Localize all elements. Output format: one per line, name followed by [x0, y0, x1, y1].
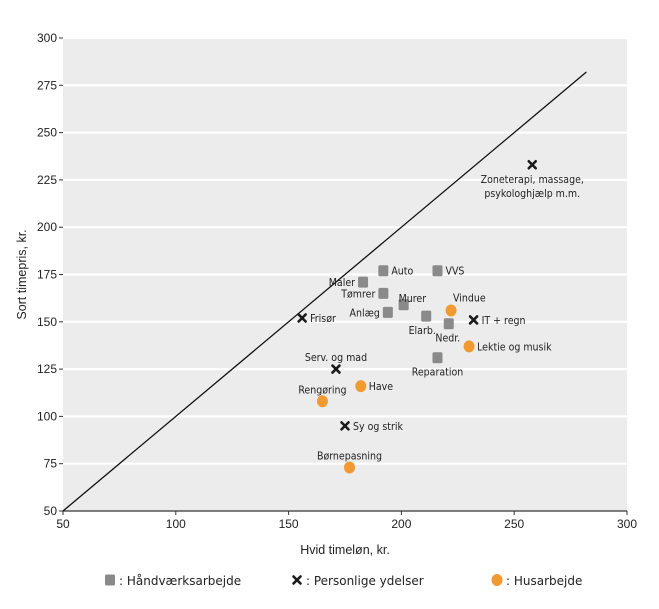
- x-tick-label: 100: [166, 517, 186, 531]
- legend: : Håndværksarbejde : Personlige ydelser : …: [105, 574, 582, 588]
- legend-label: : Husarbejde: [506, 574, 582, 588]
- data-point: [378, 287, 389, 299]
- data-point: [468, 315, 479, 325]
- data-point: [378, 265, 389, 277]
- point-label: Maler: [329, 277, 355, 289]
- point-label: Have: [369, 381, 393, 393]
- data-point: [527, 159, 538, 170]
- data-point: [358, 276, 369, 288]
- legend-item: : Husarbejde: [491, 574, 582, 588]
- x-tick-label: 150: [279, 517, 299, 531]
- data-point: [432, 352, 443, 364]
- x-axis-title: Hvid timeløn, kr.: [300, 543, 390, 557]
- point-label: Sy og strik: [353, 421, 403, 433]
- y-tick-label: 125: [37, 362, 57, 376]
- x-tick-label: 300: [617, 517, 637, 531]
- data-point: [382, 306, 393, 318]
- data-point: [340, 421, 350, 431]
- point-label: Nedr.: [435, 333, 460, 345]
- y-tick-label: 50: [44, 504, 58, 518]
- data-point: [443, 318, 454, 330]
- grid-lines: [63, 36, 627, 465]
- reference-diagonal-line: [62, 71, 587, 512]
- legend-marker: [292, 575, 302, 585]
- point-label: Reparation: [412, 367, 463, 379]
- point-label: Tømrer: [340, 288, 375, 300]
- x-axis: 50 100 150 200 250 300: [56, 510, 637, 531]
- point-label: Auto: [391, 266, 413, 278]
- data-point: [344, 461, 356, 474]
- x-tick-label: 50: [56, 517, 70, 531]
- point-label: VVS: [445, 266, 464, 278]
- series-cross: Zoneterapi, massage, psykologhjælp m.m. Fr…: [297, 159, 584, 433]
- legend-marker: [105, 574, 115, 586]
- x-tick-label: 250: [504, 517, 524, 531]
- point-label: Anlæg: [350, 307, 380, 319]
- point-label: Vindue: [453, 292, 486, 304]
- y-tick-label: 300: [37, 31, 57, 45]
- data-point: [331, 364, 341, 374]
- point-label: Lektie og musik: [477, 341, 552, 353]
- y-tick-label: 275: [37, 78, 57, 92]
- legend-item: : Personlige ydelser: [292, 574, 424, 588]
- x-tick-label: 200: [391, 517, 411, 531]
- point-label: Murer: [399, 293, 427, 305]
- data-point: [316, 395, 328, 408]
- data-point: [463, 340, 475, 353]
- point-label: Rengøring: [298, 384, 346, 396]
- point-label: psykologhjælp m.m.: [484, 188, 580, 200]
- y-tick-label: 100: [37, 409, 57, 423]
- legend-label: : Håndværksarbejde: [119, 574, 241, 588]
- data-point: [421, 310, 432, 322]
- y-axis-title: Sort timepris, kr.: [15, 229, 29, 319]
- point-label: Børnepasning: [317, 450, 382, 462]
- data-point: [355, 380, 367, 393]
- y-tick-label: 75: [44, 457, 58, 471]
- y-tick-label: 200: [37, 220, 57, 234]
- y-tick-label: 175: [37, 268, 57, 282]
- point-label: Elarb.: [409, 325, 436, 337]
- point-label: Frisør: [310, 313, 336, 325]
- data-point: [398, 299, 409, 311]
- legend-marker: [491, 574, 503, 586]
- point-label: Serv. og mad: [305, 352, 367, 364]
- y-axis: 50 75 100 125 150 175 200 225 250 275 300: [37, 31, 63, 518]
- series-circle: Vindue Lektie og musik Have Rengøring Børnep…: [298, 292, 552, 474]
- legend-item: : Håndværksarbejde: [105, 574, 241, 588]
- series-square: Maler Auto VVS Tømrer Murer Anlæg Elarb.Nedr. R…: [329, 265, 464, 379]
- point-label: Zoneterapi, massage,: [481, 174, 584, 186]
- legend-label: : Personlige ydelser: [306, 574, 424, 588]
- data-point: [297, 313, 307, 323]
- data-point: [432, 265, 443, 277]
- point-label: IT + regn: [482, 315, 526, 327]
- data-points: Maler Auto VVS Tømrer Murer Anlæg Elarb.Nedr. R…: [297, 159, 584, 474]
- y-tick-label: 150: [37, 315, 57, 329]
- data-point: [445, 304, 457, 317]
- y-tick-label: 225: [37, 173, 57, 187]
- y-tick-label: 250: [37, 126, 57, 140]
